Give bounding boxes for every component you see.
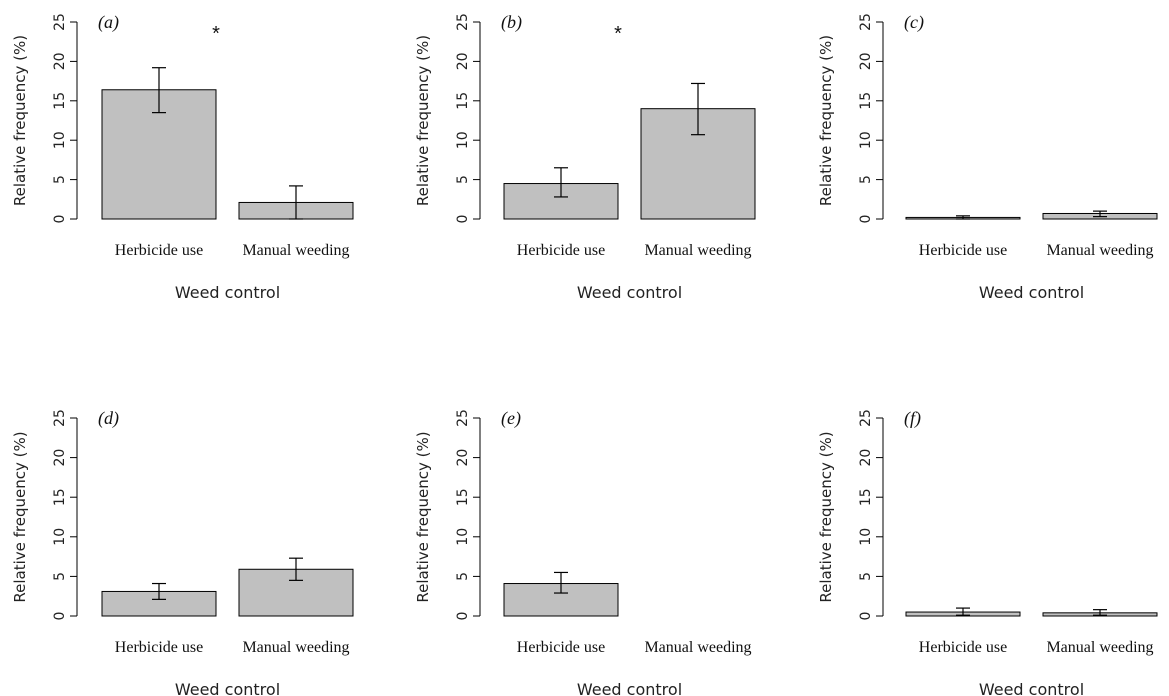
category-label-2: Manual weeding [1046, 639, 1153, 656]
y-tick-label: 25 [858, 13, 874, 31]
y-tick-label: 15 [858, 488, 874, 506]
panel-label: (e) [501, 408, 521, 429]
chart-panel-2: 0 5 10 15 20 25 Relative frequency (%) Herbicid… [414, 12, 756, 302]
y-tick-label: 25 [52, 13, 68, 31]
y-tick-label: 15 [52, 92, 68, 110]
panel-label: (c) [904, 12, 924, 33]
category-label-1: Herbicide use [115, 242, 203, 259]
chart-panel-5: 0 5 10 15 20 25 Relative frequency (%) Herbicid… [414, 408, 752, 696]
category-label-2: Manual weeding [1046, 242, 1153, 259]
category-label-2: Manual weeding [644, 242, 751, 259]
significance-marker: * [614, 23, 622, 45]
x-axis-label: Weed control [979, 283, 1084, 302]
category-label-1: Herbicide use [517, 639, 605, 656]
category-label-1: Herbicide use [517, 242, 605, 259]
y-tick-label: 25 [52, 409, 68, 427]
y-tick-label: 0 [455, 215, 471, 224]
y-tick-label: 15 [455, 488, 471, 506]
y-tick-label: 25 [858, 409, 874, 427]
y-axis-label: Relative frequency (%) [817, 35, 835, 206]
y-axis-label: Relative frequency (%) [817, 431, 835, 602]
panel-label: (d) [98, 408, 119, 429]
category-label-2: Manual weeding [644, 639, 751, 656]
y-tick-label: 10 [858, 528, 874, 546]
x-axis-label: Weed control [175, 680, 280, 696]
y-tick-label: 20 [52, 52, 68, 70]
y-tick-label: 20 [455, 52, 471, 70]
y-tick-label: 5 [52, 572, 68, 581]
y-tick-label: 25 [455, 409, 471, 427]
y-tick-label: 15 [52, 488, 68, 506]
chart-panel-3: 0 5 10 15 20 25 Relative frequency (%) Herbicid… [817, 12, 1158, 302]
y-tick-label: 0 [858, 215, 874, 224]
x-axis-label: Weed control [577, 283, 682, 302]
y-tick-label: 20 [455, 449, 471, 467]
y-axis-label: Relative frequency (%) [414, 35, 432, 206]
y-tick-label: 10 [858, 131, 874, 149]
y-tick-label: 0 [52, 215, 68, 224]
y-axis-label: Relative frequency (%) [414, 431, 432, 602]
panel-label: (a) [98, 12, 119, 33]
y-tick-label: 0 [455, 612, 471, 621]
y-axis-label: Relative frequency (%) [11, 35, 29, 206]
y-tick-label: 20 [858, 449, 874, 467]
y-tick-label: 10 [455, 528, 471, 546]
y-tick-label: 20 [858, 52, 874, 70]
y-tick-label: 0 [858, 612, 874, 621]
y-tick-label: 20 [52, 449, 68, 467]
y-tick-label: 15 [858, 92, 874, 110]
y-tick-label: 10 [455, 131, 471, 149]
x-axis-label: Weed control [979, 680, 1084, 696]
chart-panel-1: 0 5 10 15 20 25 Relative frequency (%) Herbicid… [11, 12, 354, 302]
panel-label: (b) [501, 12, 522, 33]
y-axis-label: Relative frequency (%) [11, 431, 29, 602]
bar-2 [640, 108, 756, 220]
y-tick-label: 5 [52, 175, 68, 184]
y-tick-label: 0 [52, 612, 68, 621]
chart-panel-6: 0 5 10 15 20 25 Relative frequency (%) Herbicid… [817, 408, 1158, 696]
category-label-2: Manual weeding [242, 639, 349, 656]
panel-label: (f) [904, 408, 921, 429]
y-tick-label: 10 [52, 528, 68, 546]
x-axis-label: Weed control [175, 283, 280, 302]
y-tick-label: 10 [52, 131, 68, 149]
category-label-1: Herbicide use [919, 639, 1007, 656]
y-tick-label: 5 [858, 572, 874, 581]
y-tick-label: 5 [455, 572, 471, 581]
chart-panel-4: 0 5 10 15 20 25 Relative frequency (%) Herbicid… [11, 408, 354, 696]
y-tick-label: 5 [858, 175, 874, 184]
category-label-1: Herbicide use [919, 242, 1007, 259]
y-tick-label: 15 [455, 92, 471, 110]
category-label-1: Herbicide use [115, 639, 203, 656]
y-tick-label: 5 [455, 175, 471, 184]
y-tick-label: 25 [455, 13, 471, 31]
category-label-2: Manual weeding [242, 242, 349, 259]
significance-marker: * [212, 23, 220, 45]
x-axis-label: Weed control [577, 680, 682, 696]
